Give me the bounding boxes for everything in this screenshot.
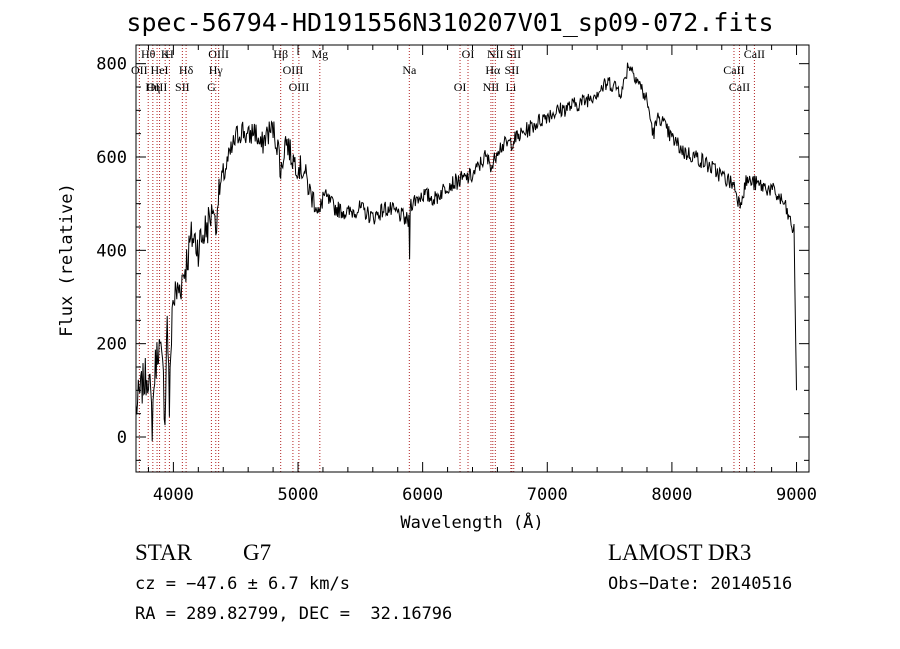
line-label: H: [165, 47, 174, 61]
spectrum-series: [135, 62, 797, 442]
spectrum-line: [135, 62, 797, 442]
x-tick-label: 6000: [402, 485, 443, 505]
redshift-cz: cz = −47.6 ± 6.7 km/s: [135, 574, 350, 594]
y-tick-label: 400: [96, 241, 127, 261]
line-label: SII: [505, 63, 520, 77]
y-tick-label: 200: [96, 335, 127, 355]
y-axis: 0 200 400 600 800: [96, 55, 809, 461]
y-axis-label: Flux (relative): [57, 183, 77, 337]
y-tick-label: 0: [117, 428, 127, 448]
observation-date: Obs−Date: 20140516: [608, 574, 793, 594]
line-label: Li: [506, 80, 517, 94]
line-label: NII: [487, 47, 504, 61]
line-markers: [138, 45, 755, 472]
line-label: OIII: [208, 47, 229, 61]
line-label: OIII: [283, 63, 304, 77]
line-label: Hδ: [179, 63, 194, 77]
coordinates: RA = 289.82799, DEC = 32.16796: [135, 604, 453, 624]
line-label: SII: [506, 47, 521, 61]
line-label: Hβ: [273, 47, 288, 61]
line-label: K: [161, 47, 170, 61]
line-label: G: [207, 80, 216, 94]
line-label: Hθ: [141, 47, 156, 61]
line-label: CaII: [729, 80, 750, 94]
line-label: CaII: [744, 47, 765, 61]
survey-name: LAMOST DR3: [608, 540, 752, 565]
line-label: Mg: [311, 47, 328, 61]
line-label: OII: [131, 63, 148, 77]
x-tick-label: 7000: [527, 485, 568, 505]
line-label: Hγ: [209, 63, 224, 77]
y-tick-label: 600: [96, 148, 127, 168]
line-label: HeI: [151, 63, 169, 77]
line-label: NII: [483, 80, 500, 94]
subclass: G7: [243, 540, 272, 565]
x-axis-label: Wavelength (Å): [400, 511, 543, 533]
x-tick-label: 5000: [278, 485, 319, 505]
x-tick-label: 8000: [651, 485, 692, 505]
line-label: OIII: [289, 80, 310, 94]
x-tick-label: 9000: [776, 485, 817, 505]
line-label: Hη: [145, 80, 160, 94]
line-label: OIII: [147, 80, 168, 94]
x-axis: 4000 5000 6000 7000 8000 9000: [147, 45, 817, 505]
line-label: CaII: [723, 63, 744, 77]
plot-frame: [135, 44, 810, 473]
chart-title: spec-56794-HD191556N310207V01_sp09-072.f…: [126, 8, 774, 37]
line-label: Hα: [485, 63, 501, 77]
x-tick-label: 4000: [153, 485, 194, 505]
line-label: OI: [462, 47, 475, 61]
line-label: OI: [454, 80, 467, 94]
line-label: SII: [175, 80, 190, 94]
line-labels: Hθ OII OIII K HeI Hη H Hδ SII OIII Hγ G Hβ OIII OIII Mg…: [131, 47, 765, 94]
line-label: Na: [402, 63, 417, 77]
object-type: STAR: [135, 540, 192, 565]
y-tick-label: 800: [96, 55, 127, 75]
